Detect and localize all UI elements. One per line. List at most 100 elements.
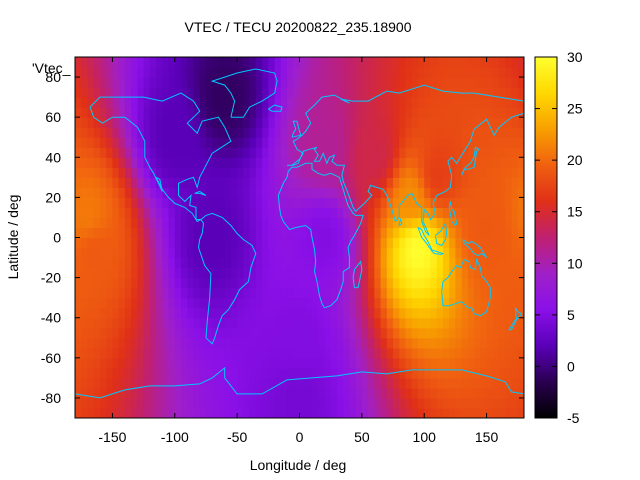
heatmap-cell <box>343 137 350 148</box>
heatmap-cell <box>430 367 438 379</box>
heatmap-cell <box>143 397 151 409</box>
heatmap-cell <box>386 237 394 249</box>
heatmap-cell <box>330 57 338 68</box>
heatmap-cell <box>318 157 326 168</box>
heatmap-cell <box>386 167 394 178</box>
heatmap-cell <box>181 77 188 88</box>
heatmap-cell <box>474 377 481 389</box>
heatmap-cell <box>517 247 524 259</box>
heatmap-cell <box>399 177 407 188</box>
heatmap-cell <box>174 327 182 339</box>
heatmap-cell <box>355 327 363 339</box>
heatmap-cell <box>230 377 238 389</box>
heatmap-cell <box>480 217 488 229</box>
heatmap-cell <box>106 357 114 369</box>
heatmap-cell <box>430 277 438 289</box>
heatmap-cell <box>255 237 263 249</box>
heatmap-cell <box>87 257 95 269</box>
heatmap-cell <box>492 187 500 198</box>
heatmap-cell <box>87 227 95 239</box>
heatmap-cell <box>193 157 201 168</box>
heatmap-cell <box>237 367 244 379</box>
heatmap-cell <box>505 307 513 319</box>
heatmap-cell <box>137 407 145 418</box>
heatmap-cell <box>181 327 188 339</box>
heatmap-cell <box>361 337 369 349</box>
heatmap-cell <box>224 367 232 379</box>
heatmap-cell <box>212 397 220 409</box>
heatmap-cell <box>355 287 363 299</box>
heatmap-cell <box>305 97 313 108</box>
heatmap-cell <box>193 97 201 108</box>
heatmap-cell <box>268 147 276 158</box>
heatmap-cell <box>93 357 101 369</box>
heatmap-cell <box>436 107 444 118</box>
heatmap-cell <box>386 227 394 239</box>
heatmap-cell <box>355 267 363 279</box>
heatmap-cell <box>143 247 151 259</box>
heatmap-cell <box>230 127 238 138</box>
heatmap-cell <box>386 247 394 259</box>
heatmap-cell <box>149 97 157 108</box>
heatmap-cell <box>368 187 375 198</box>
heatmap-cell <box>243 117 251 128</box>
heatmap-cell <box>411 397 419 409</box>
heatmap-cell <box>106 337 114 349</box>
heatmap-cell <box>368 77 375 88</box>
heatmap-cell <box>199 397 207 409</box>
heatmap-cell <box>393 317 400 329</box>
heatmap-cell <box>417 227 425 239</box>
heatmap-cell <box>93 387 101 399</box>
heatmap-cell <box>299 337 307 349</box>
heatmap-cell <box>386 107 394 118</box>
heatmap-cell <box>368 127 375 138</box>
heatmap-cell <box>156 157 163 168</box>
heatmap-cell <box>124 187 132 198</box>
heatmap-cell <box>424 397 432 409</box>
heatmap-cell <box>162 407 170 418</box>
heatmap-cell <box>262 217 269 229</box>
heatmap-cell <box>361 377 369 389</box>
heatmap-cell <box>480 147 488 158</box>
heatmap-cell <box>168 327 176 339</box>
heatmap-cell <box>299 207 307 219</box>
heatmap-cell <box>205 127 213 138</box>
heatmap-cell <box>461 367 469 379</box>
heatmap-cell <box>205 177 213 188</box>
heatmap-cell <box>499 357 506 369</box>
heatmap-cell <box>124 297 132 309</box>
heatmap-cell <box>106 247 114 259</box>
legend-label: 'Vtec_ <box>32 60 71 76</box>
heatmap-cell <box>99 287 107 299</box>
heatmap-cell <box>305 287 313 299</box>
heatmap-cell <box>124 217 132 229</box>
heatmap-cell <box>75 317 82 329</box>
heatmap-cell <box>193 407 201 418</box>
heatmap-cell <box>262 137 269 148</box>
heatmap-cell <box>305 127 313 138</box>
heatmap-cell <box>386 327 394 339</box>
heatmap-cell <box>442 297 450 309</box>
heatmap-cell <box>280 127 288 138</box>
heatmap-cell <box>417 297 425 309</box>
heatmap-cell <box>193 387 201 399</box>
heatmap-cell <box>224 267 232 279</box>
heatmap-cell <box>99 57 107 68</box>
heatmap-cell <box>143 147 151 158</box>
heatmap-cell <box>436 57 444 68</box>
heatmap-cell <box>255 157 263 168</box>
heatmap-cell <box>424 167 432 178</box>
heatmap-cell <box>212 137 220 148</box>
heatmap-cell <box>224 337 232 349</box>
heatmap-cell <box>131 157 138 168</box>
heatmap-cell <box>436 387 444 399</box>
heatmap-cell <box>380 267 388 279</box>
heatmap-cell <box>187 107 195 118</box>
heatmap-cell <box>517 77 524 88</box>
heatmap-cell <box>393 297 400 309</box>
heatmap-cell <box>99 217 107 229</box>
heatmap-cell <box>187 187 195 198</box>
heatmap-cell <box>93 277 101 289</box>
heatmap-cell <box>262 127 269 138</box>
heatmap-cell <box>330 367 338 379</box>
